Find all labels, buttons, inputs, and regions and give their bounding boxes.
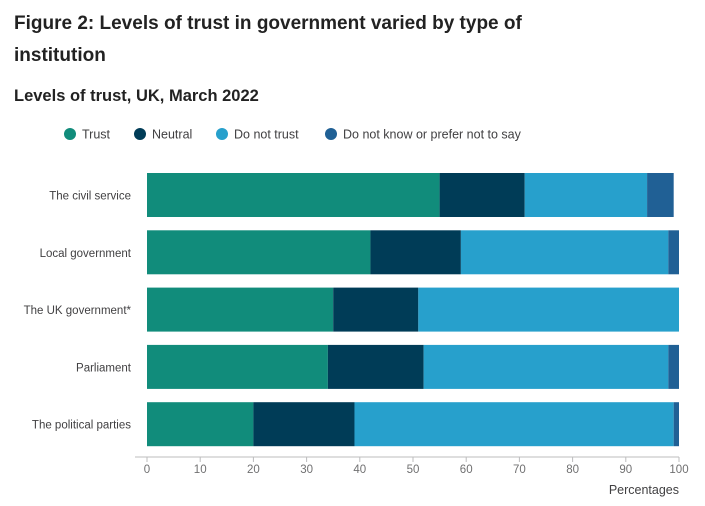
figure-title: Figure 2: Levels of trust in government … xyxy=(14,13,522,66)
x-tick-label: 10 xyxy=(194,464,207,476)
x-tick-label: 90 xyxy=(619,464,632,476)
bar-group-the-civil-service xyxy=(147,173,674,217)
legend-swatch xyxy=(134,128,146,140)
bar-segment-neutral xyxy=(333,287,419,332)
bar-segment-trust xyxy=(147,173,440,217)
bar-segment-neutral xyxy=(439,173,525,217)
x-tick-label: 60 xyxy=(460,464,473,476)
bar-group-the-uk-government xyxy=(147,287,679,332)
legend-label: Do not trust xyxy=(234,128,299,142)
bar-segment-do-not-trust xyxy=(418,287,679,332)
x-axis: 0 10 20 30 40 50 60 70 80 90 100 xyxy=(135,456,689,476)
bar-group-local-government xyxy=(147,230,679,275)
x-axis-label: Percentages xyxy=(609,483,679,497)
bar-segment-trust xyxy=(147,230,371,275)
bar-segment-do-not-trust xyxy=(460,230,669,275)
bar-segment-neutral xyxy=(370,230,461,275)
x-tick-label: 20 xyxy=(247,464,260,476)
x-tick-label: 80 xyxy=(566,464,579,476)
bar-segment-do-not-know-or-prefer-not-to-say xyxy=(668,230,679,275)
bar-segment-neutral xyxy=(253,402,355,447)
legend-swatch xyxy=(325,128,337,140)
bar-segment-trust xyxy=(147,287,334,332)
category-label: Parliament xyxy=(76,362,132,374)
legend-item-do-not-trust: Do not trust xyxy=(216,128,299,142)
bars xyxy=(147,173,679,447)
legend-item-do-not-know-or-prefer-not-to-say: Do not know or prefer not to say xyxy=(325,128,522,142)
x-tick-label: 50 xyxy=(407,464,420,476)
legend-swatch xyxy=(64,128,76,140)
bar-segment-trust xyxy=(147,402,254,447)
category-label: The political parties xyxy=(32,420,131,432)
legend-swatch xyxy=(216,128,228,140)
legend-label: Trust xyxy=(82,128,111,142)
bar-segment-do-not-know-or-prefer-not-to-say xyxy=(668,344,679,389)
x-tick-label: 70 xyxy=(513,464,526,476)
bar-group-the-political-parties xyxy=(147,402,679,447)
bar-segment-neutral xyxy=(327,344,424,389)
bar-segment-trust xyxy=(147,344,328,389)
category-label: The UK government* xyxy=(24,305,132,317)
bar-segment-do-not-trust xyxy=(423,344,669,389)
category-labels: The civil service Local government The UK … xyxy=(24,191,132,432)
bar-segment-do-not-trust xyxy=(354,402,674,447)
x-tick-label: 30 xyxy=(300,464,313,476)
legend-label: Do not know or prefer not to say xyxy=(343,128,522,142)
category-label: Local government xyxy=(40,248,132,260)
x-tick-label: 0 xyxy=(144,464,150,476)
bar-segment-do-not-know-or-prefer-not-to-say xyxy=(673,402,679,447)
legend: Trust Neutral Do not trust Do not know or p… xyxy=(64,128,522,142)
chart-title: Levels of trust, UK, March 2022 xyxy=(14,87,259,105)
x-tick-label: 40 xyxy=(353,464,366,476)
bar-segment-do-not-know-or-prefer-not-to-say xyxy=(647,173,674,217)
legend-item-neutral: Neutral xyxy=(134,128,192,142)
x-tick-label: 100 xyxy=(669,464,688,476)
legend-item-trust: Trust xyxy=(64,128,111,142)
bar-group-parliament xyxy=(147,344,679,389)
bar-segment-do-not-trust xyxy=(524,173,648,217)
legend-label: Neutral xyxy=(152,128,192,142)
category-label: The civil service xyxy=(49,191,131,203)
